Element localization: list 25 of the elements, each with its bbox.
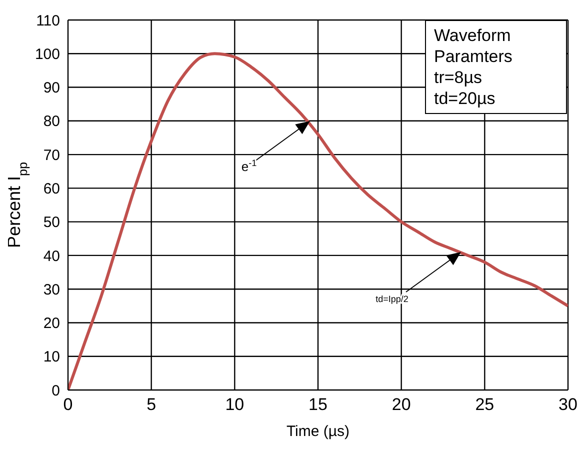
annotation: tr=8µs <box>434 67 484 88</box>
x-tick-label: 20 <box>392 395 411 414</box>
annotation: Waveform <box>434 25 512 46</box>
x-axis-title: Time (µs) <box>286 423 350 440</box>
y-tick-label: 20 <box>43 315 60 332</box>
x-tick-label: 25 <box>475 395 494 414</box>
y-tick-label: 110 <box>36 12 60 30</box>
y-tick-label: 80 <box>43 113 60 130</box>
x-tick-label: 15 <box>308 395 328 414</box>
y-tick-label: 30 <box>43 281 60 298</box>
y-tick-label: 60 <box>43 180 60 198</box>
y-tick-label: 10 <box>43 348 60 366</box>
y-tick-label: 0 <box>52 382 60 400</box>
annotation: Paramters <box>434 46 514 67</box>
x-tick-label: 10 <box>225 395 244 414</box>
y-tick-label: 90 <box>43 80 60 97</box>
y-tick-label: 70 <box>43 146 60 164</box>
annotation: e$^{-1}$ <box>241 158 257 174</box>
x-tick-label: 30 <box>558 395 578 414</box>
y-tick-label: 50 <box>43 214 60 232</box>
x-tick-label: 0 <box>63 395 73 414</box>
y-tick-label: 100 <box>34 46 60 63</box>
y-tick-label: 40 <box>43 248 60 265</box>
annotation: td=20µs <box>434 88 496 109</box>
x-tick-label: 5 <box>146 395 156 414</box>
